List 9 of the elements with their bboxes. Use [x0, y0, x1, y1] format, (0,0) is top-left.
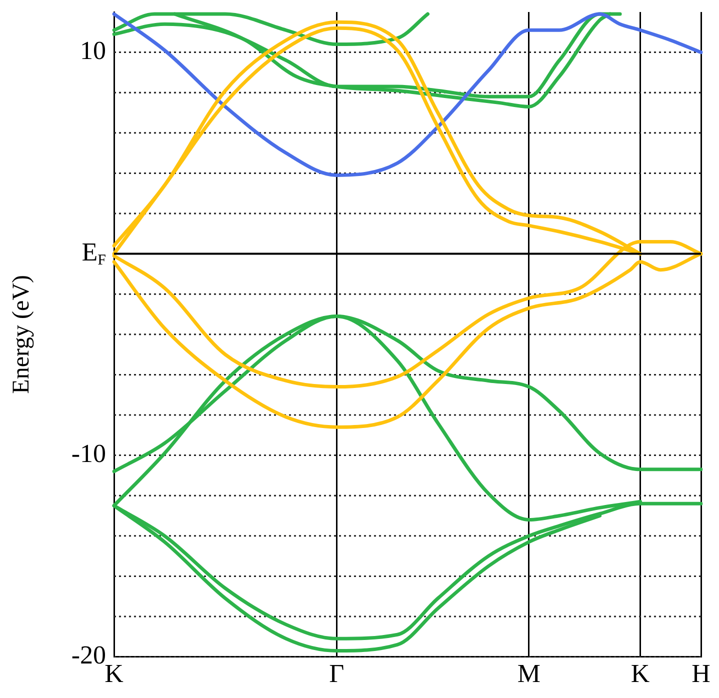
x-tick-label: M [517, 659, 541, 688]
y-tick-label: 10 [80, 36, 106, 66]
x-tick-label: K [630, 659, 650, 688]
x-tick-label: Γ [329, 659, 344, 688]
y-axis-title: Energy (eV) [8, 274, 35, 394]
y-tick-label: -10 [71, 439, 106, 468]
x-tick-label: K [104, 659, 124, 688]
x-tick-label: H [692, 659, 711, 688]
y-tick-label: -20 [71, 640, 106, 670]
